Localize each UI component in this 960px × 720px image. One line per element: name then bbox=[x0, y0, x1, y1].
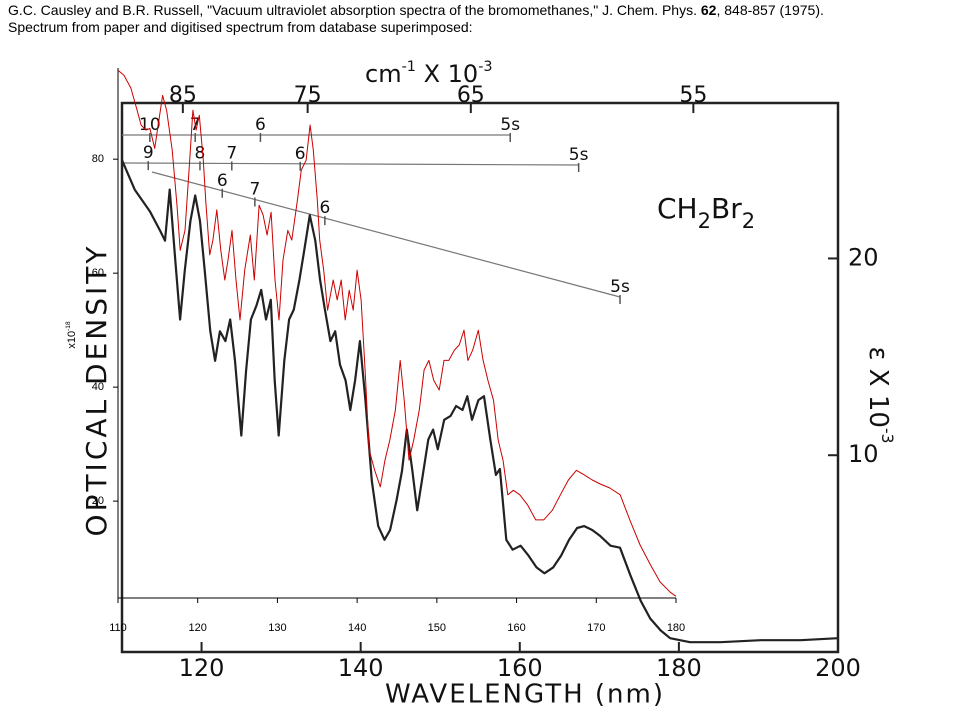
x-tick-label: 120 bbox=[189, 622, 207, 634]
compound-label: CH2Br2 bbox=[657, 192, 755, 233]
x-tick-label: 200 bbox=[815, 654, 861, 682]
label-part: 2 bbox=[742, 209, 755, 233]
x-tick-label: 160 bbox=[497, 654, 543, 682]
x-tick-label: 180 bbox=[667, 622, 685, 634]
rydberg-label: 6 bbox=[319, 198, 330, 218]
rydberg-label: 5s bbox=[610, 277, 630, 297]
x-tick-label: 120 bbox=[179, 654, 225, 682]
label-part: ε X 10 bbox=[864, 346, 894, 427]
plot-frame bbox=[120, 101, 840, 654]
y-tick-label: 80 bbox=[92, 153, 104, 165]
rydberg-label: 6 bbox=[217, 171, 228, 191]
y2-tick-label: 10 bbox=[848, 440, 879, 468]
label-part: 2 bbox=[698, 209, 711, 233]
y-tick-label: 20 bbox=[92, 495, 104, 507]
x-axis-title: WAVELENGTH (nm) bbox=[385, 680, 665, 710]
x2-tick-label: 55 bbox=[679, 83, 707, 108]
x-tick-label: 180 bbox=[656, 654, 702, 682]
label-part: -18 bbox=[65, 321, 72, 331]
caption-bold: 62 bbox=[700, 2, 717, 18]
x-tick-label: 140 bbox=[348, 622, 366, 634]
label-part: -1 bbox=[402, 59, 416, 75]
y2-axis-title: ε X 10-3 bbox=[864, 346, 897, 443]
caption-line: Spectrum from paper and digitised spectr… bbox=[8, 19, 473, 35]
label-part: -3 bbox=[478, 59, 492, 75]
label-part: x10 bbox=[66, 331, 78, 349]
y-axis-title: OPTICAL DENSITY bbox=[80, 244, 113, 537]
rydberg-line bbox=[151, 171, 621, 298]
rydberg-label: 8 bbox=[195, 143, 206, 163]
digitised-curve bbox=[117, 69, 677, 597]
x-tick-label: 150 bbox=[428, 622, 446, 634]
label-part: X 10 bbox=[416, 60, 478, 88]
x2-tick-label: 75 bbox=[294, 83, 322, 108]
scan-curve bbox=[120, 159, 839, 644]
x2-axis-title: cm-1 X 10-3 bbox=[365, 59, 493, 88]
x2-tick-label: 85 bbox=[169, 83, 197, 108]
label-part: -3 bbox=[879, 428, 897, 444]
x-tick-label: 130 bbox=[268, 622, 286, 634]
caption-text: G.C. Causley and B.R. Russell, "Vacuum u… bbox=[8, 2, 701, 18]
label-part: CH bbox=[657, 192, 698, 225]
x-tick-label: 140 bbox=[338, 654, 384, 682]
x-tick-label: 170 bbox=[587, 622, 605, 634]
y2-tick-label: 20 bbox=[848, 243, 879, 271]
rydberg-label: 5s bbox=[500, 115, 520, 135]
rydberg-label: 7 bbox=[249, 179, 260, 199]
rydberg-line bbox=[121, 162, 579, 166]
y-tick-label: 60 bbox=[92, 267, 104, 279]
rydberg-label: 7 bbox=[226, 143, 237, 163]
x-tick-label: 110 bbox=[109, 622, 127, 634]
x2-tick-label: 65 bbox=[457, 83, 485, 108]
y-tick-label: 40 bbox=[92, 381, 104, 393]
rydberg-label: 5s bbox=[569, 145, 589, 165]
y-axis-unit: x10-18 bbox=[65, 321, 78, 349]
caption: G.C. Causley and B.R. Russell, "Vacuum u… bbox=[8, 2, 824, 36]
label-part: Br bbox=[711, 192, 742, 225]
x-tick-label: 160 bbox=[507, 622, 525, 634]
rydberg-label: 9 bbox=[143, 143, 154, 163]
label-part: cm bbox=[365, 60, 402, 88]
caption-text: , 848-857 (1975). bbox=[716, 2, 824, 18]
rydberg-label: 6 bbox=[255, 115, 266, 135]
caption-line: G.C. Causley and B.R. Russell, "Vacuum u… bbox=[8, 2, 824, 19]
rydberg-label: 10 bbox=[139, 115, 161, 135]
rydberg-label: 6 bbox=[295, 144, 306, 164]
